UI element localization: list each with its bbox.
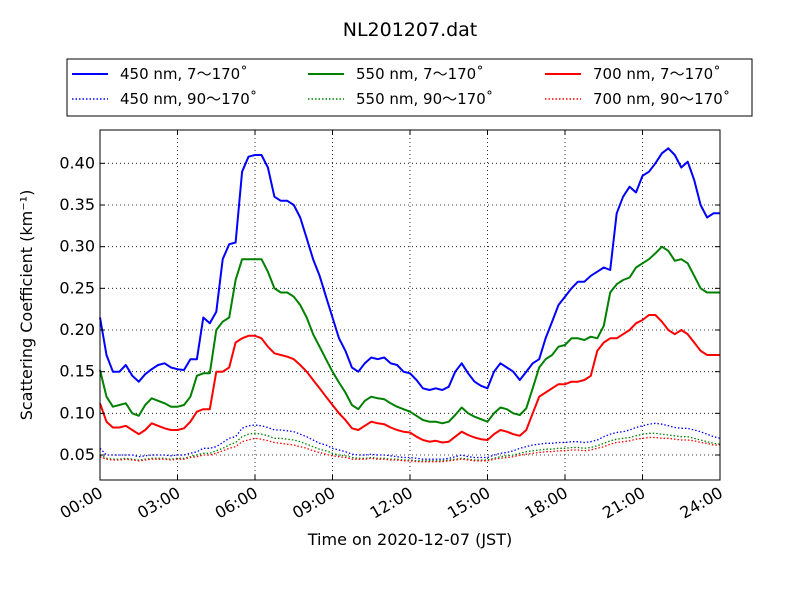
series-line-1 <box>99 147 720 391</box>
legend-label: 550 nm, 90～170˚ <box>356 90 493 108</box>
y-tick-label: 0.15 <box>59 362 95 381</box>
x-tick-label: 12:00 <box>367 483 416 523</box>
series-layer <box>99 147 721 463</box>
x-tick-label: 03:00 <box>134 483 183 523</box>
legend-label: 450 nm, 7～170˚ <box>120 65 248 83</box>
series-line-5 <box>99 432 721 462</box>
y-tick-label: 0.20 <box>59 320 95 339</box>
grid <box>100 130 720 480</box>
legend-label: 700 nm, 7～170˚ <box>593 65 721 83</box>
legend-box <box>66 58 753 117</box>
series-line-3 <box>99 314 720 444</box>
chart-title: NL201207.dat <box>343 19 478 41</box>
x-tick-label: 24:00 <box>677 483 726 523</box>
legend-label: 550 nm, 7～170˚ <box>356 65 484 83</box>
y-tick-label: 0.30 <box>59 237 95 256</box>
x-tick-label: 18:00 <box>522 483 571 523</box>
y-tick-label: 0.10 <box>59 403 95 422</box>
x-tick-label: 00:00 <box>57 483 106 523</box>
legend: 450 nm, 7～170˚ 550 nm, 7～170˚ 700 nm, 7～17… <box>66 58 753 117</box>
axis-ticks: 00:00 03:00 06:00 09:00 12:00 15:00 18:00 21:00… <box>57 130 726 523</box>
y-tick-label: 0.40 <box>59 153 95 172</box>
legend-label: 700 nm, 90～170˚ <box>593 90 730 108</box>
series-line-2 <box>99 245 720 425</box>
y-axis-label: Scattering Coefficient (km⁻¹) <box>17 190 36 421</box>
x-axis-label: Time on 2020-12-07 (JST) <box>307 530 512 549</box>
series-line-4 <box>99 422 721 460</box>
x-tick-label: 15:00 <box>444 483 493 523</box>
x-tick-label: 21:00 <box>599 483 648 523</box>
x-tick-label: 09:00 <box>289 483 338 523</box>
legend-label: 450 nm, 90～170˚ <box>120 90 257 108</box>
x-tick-label: 06:00 <box>212 483 261 523</box>
y-tick-label: 0.25 <box>59 278 95 297</box>
y-tick-label: 0.05 <box>59 445 95 464</box>
y-tick-label: 0.35 <box>59 195 95 214</box>
